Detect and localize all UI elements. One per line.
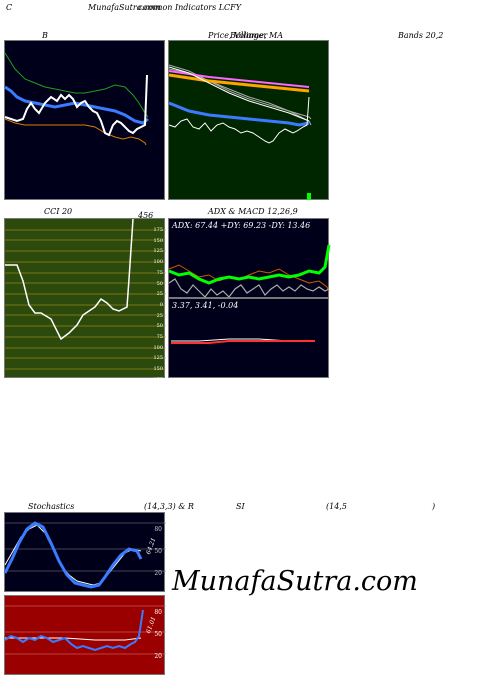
corner-label: C (6, 3, 13, 12)
ma-white-line (168, 66, 310, 122)
cci-value: 456 (138, 211, 154, 220)
minus-dy-line (168, 264, 330, 292)
cci-scale: 175 150 125 100 75 50 25 0 25 50 75 100 125 150 17… (153, 227, 163, 383)
stochastics-title: Stochastics (28, 502, 75, 511)
rsi-title: SI (236, 502, 245, 511)
rsi-params: (14,5 (326, 502, 347, 511)
adx-macd-title: ADX & MACD 12,26,9 (208, 207, 298, 216)
cci-panel: 175 150 125 100 75 50 25 0 25 50 75 100 125 150 17… (4, 218, 166, 383)
ma-orange-line (168, 73, 310, 93)
rsi-line (4, 609, 144, 652)
bollinger-label: Bollinger (230, 31, 268, 40)
plus-dy-line (168, 244, 331, 285)
rsi-chart (4, 605, 166, 655)
stochastic-k-line (3, 521, 143, 589)
cci-chart (5, 218, 166, 370)
stochastics-params: (14,3,3) & R (144, 502, 194, 511)
cci-title: CCI 20 (44, 207, 73, 216)
rsi-panel: 61.01 80 50 20 (4, 595, 166, 675)
lower-band-line (4, 118, 147, 146)
adx-readout: ADX: 67.44 +DY: 69.23 -DY: 13.46 (172, 221, 311, 230)
ma-pink-line (168, 70, 310, 88)
adx-line (168, 278, 330, 298)
volume-bar (307, 193, 311, 200)
ma-blue-line (168, 101, 310, 127)
stochastics-chart (3, 521, 166, 589)
cci-line (5, 218, 134, 341)
price-volume-ma-panel (168, 40, 329, 200)
watermark: MunafaSutra.com (172, 566, 418, 597)
price-volume-ma-label: Price, Volume, MA (208, 31, 284, 40)
price-line (4, 74, 148, 137)
indicators-subtitle: common Indicators LCFY (138, 3, 241, 12)
macd-panel: 3.37, 3.41, -0.04 (168, 298, 329, 378)
price-ma-chart (168, 64, 312, 200)
adx-panel: ADX: 67.44 +DY: 69.23 -DY: 13.46 (168, 218, 331, 298)
bollinger-b-chart (4, 52, 149, 146)
bollinger-b-panel (4, 40, 165, 200)
b-label: B (42, 31, 48, 40)
macd-line (171, 340, 315, 344)
upper-band-line (4, 52, 149, 118)
bands-label: Bands 20,2 (398, 31, 444, 40)
stochastics-scale: 80 50 20 (154, 526, 162, 577)
stochastics-panel: 64.21 80 50 20 (3, 512, 166, 592)
volume-trace-line (168, 96, 310, 144)
rsi-scale: 80 50 20 (154, 609, 162, 660)
site-title: MunafaSutra.com (88, 3, 161, 12)
macd-readout: 3.37, 3.41, -0.04 (172, 301, 239, 310)
macd-chart (171, 338, 315, 344)
rsi-close-paren: ) (432, 502, 436, 511)
adx-chart (168, 244, 331, 298)
